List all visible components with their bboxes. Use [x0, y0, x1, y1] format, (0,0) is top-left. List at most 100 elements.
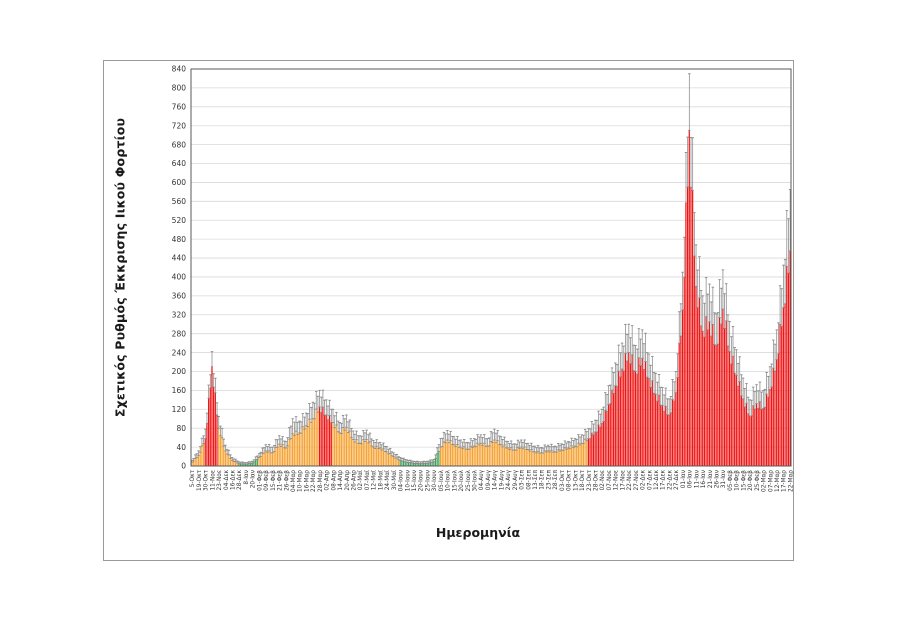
bar	[787, 273, 790, 466]
bar	[497, 440, 499, 466]
error-bar-stem	[448, 434, 450, 443]
error-bar-stem	[561, 443, 562, 450]
error-bar-stem	[305, 413, 307, 426]
error-bar-cap	[375, 439, 378, 441]
error-bar-cap	[634, 345, 637, 346]
error-bar-stem	[638, 328, 640, 358]
error-bar-base-cap	[426, 462, 429, 464]
bar	[759, 401, 761, 466]
error-bar-cap	[195, 453, 199, 455]
error-bar-stem	[662, 387, 663, 406]
error-bar-cap	[336, 420, 340, 422]
error-bar-stem	[238, 461, 240, 464]
error-bar-stem	[497, 430, 499, 441]
error-bar-cap	[390, 451, 394, 453]
x-tick-label: 20-Φεβ	[748, 470, 754, 491]
x-tick-label: 30-Οκτ	[204, 469, 210, 490]
error-bar-base-cap	[736, 385, 740, 387]
bar	[786, 266, 788, 466]
error-bar-stem	[505, 441, 507, 448]
error-bar-stem	[754, 391, 756, 410]
error-bar-stem	[685, 152, 687, 204]
error-bar-stem	[324, 400, 325, 416]
error-bar-stem	[293, 422, 295, 436]
error-bar-cap	[609, 384, 612, 386]
error-bar-base-cap	[542, 452, 545, 454]
error-bar-cap	[217, 415, 220, 417]
error-bar-stem	[524, 439, 525, 448]
bar	[639, 365, 642, 466]
bar	[683, 277, 685, 466]
error-bar-cap	[733, 347, 736, 349]
error-bar-base-cap	[220, 437, 224, 439]
error-bar-cap	[323, 399, 326, 401]
bar	[641, 358, 643, 466]
x-tick-label: 19-Οκτ	[197, 469, 203, 490]
error-bar-base-cap	[342, 427, 345, 429]
error-bar-cap	[716, 312, 720, 314]
error-bar-base-cap	[763, 406, 767, 408]
error-bar-base-cap	[752, 405, 755, 407]
error-bar-stem	[260, 452, 262, 457]
error-bar-cap	[220, 427, 224, 429]
error-bar-cap	[775, 329, 778, 331]
error-bar-cap	[471, 440, 474, 442]
error-bar-cap	[331, 408, 335, 410]
error-bar-base-cap	[464, 448, 467, 450]
error-bar-base-cap	[684, 202, 688, 204]
error-bar-base-cap	[397, 459, 400, 461]
error-bar-cap	[289, 425, 293, 427]
error-bar-cap	[503, 436, 506, 438]
error-bar-stem	[547, 445, 549, 451]
bar	[513, 449, 516, 466]
error-bar-stem	[772, 340, 774, 369]
error-bar-cap	[560, 443, 563, 445]
bar	[347, 432, 349, 466]
error-bar-base-cap	[232, 461, 235, 462]
error-bar-cap	[728, 320, 731, 322]
error-bar-base-cap	[412, 462, 415, 464]
error-bar-base-cap	[577, 442, 580, 444]
error-bar-stem	[549, 446, 551, 452]
error-bar-stem	[300, 421, 302, 434]
error-bar-base-cap	[313, 418, 316, 420]
error-bar-base-cap	[520, 446, 523, 448]
error-bar-base-cap	[390, 455, 393, 457]
error-bar-base-cap	[219, 435, 222, 437]
x-tick-label: 18-Μαϊ	[378, 470, 384, 490]
error-bar-base-cap	[192, 460, 195, 462]
error-bar-cap	[360, 435, 363, 437]
x-tick-label: 15-Φεβ	[271, 470, 277, 491]
error-bar-base-cap	[469, 445, 472, 447]
x-axis-title: Ημερομηνία	[435, 525, 521, 540]
error-bar-cap	[696, 269, 699, 271]
bar	[650, 387, 652, 466]
error-bar-stem	[278, 435, 280, 445]
bar	[670, 412, 672, 466]
error-bar-cap	[368, 432, 372, 434]
bar	[607, 404, 610, 466]
bar	[592, 434, 595, 466]
error-bar-cap	[741, 377, 745, 379]
x-tick-label: 30-Ιουν	[432, 470, 438, 491]
error-bar-stem	[673, 381, 675, 402]
error-bar-cap	[751, 386, 755, 388]
error-bar-stem	[695, 244, 697, 287]
error-bar-stem	[687, 137, 689, 187]
bar	[616, 386, 618, 466]
error-bar-base-cap	[441, 446, 444, 448]
bar	[250, 463, 252, 466]
error-bar-cap	[467, 442, 471, 444]
error-bar-cap	[430, 459, 434, 461]
error-bar-cap	[750, 399, 753, 401]
error-bar-cap	[612, 372, 615, 373]
error-bar-stem	[593, 424, 594, 435]
error-bar-cap	[350, 428, 353, 430]
error-bar-cap	[530, 442, 533, 444]
error-bar-base-cap	[639, 365, 642, 367]
error-bar-cap	[602, 406, 605, 408]
error-bar-base-cap	[609, 403, 612, 405]
bar	[609, 403, 611, 466]
error-bar-base-cap	[483, 442, 486, 444]
error-bar-cap	[313, 402, 316, 404]
